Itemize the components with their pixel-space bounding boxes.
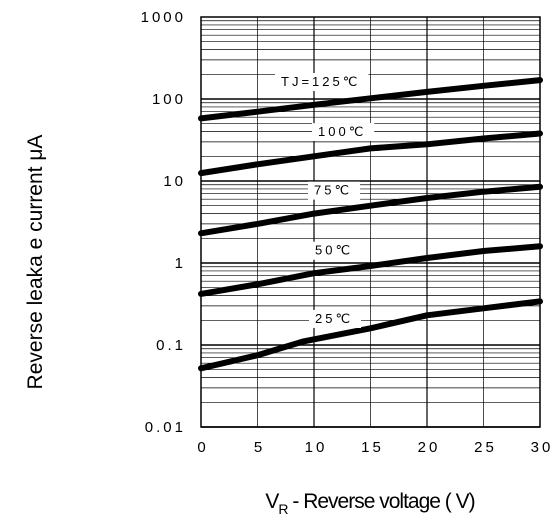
series-line — [198, 243, 543, 297]
y-tick-label: 0.1 — [156, 337, 186, 354]
curve-label-text: 100℃ — [318, 124, 366, 139]
tick-labels: 0 5 10 15 20 25 30 1000 100 10 1 0.1 0.01 — [141, 9, 550, 456]
x-tick-label: 5 — [254, 439, 265, 456]
y-tick-label: 1000 — [141, 9, 186, 26]
series-layer — [198, 77, 543, 372]
x-tick-label: 10 — [305, 439, 328, 456]
curve-label-text: TJ=125℃ — [281, 74, 360, 89]
curve-label: 100℃ — [312, 123, 375, 142]
x-tick-label: 30 — [531, 439, 550, 456]
x-tick-label: 0 — [197, 439, 208, 456]
x-tick-label: 15 — [361, 439, 384, 456]
x-tick-label: 20 — [418, 439, 441, 456]
curve-label: TJ=125℃ — [275, 73, 369, 92]
curve-label-background — [309, 309, 362, 328]
curve-label: 75℃ — [308, 181, 361, 200]
curve-label: 50℃ — [309, 241, 362, 260]
y-tick-label: 1 — [175, 255, 186, 272]
x-tick-label: 25 — [474, 439, 497, 456]
x-axis-title-sub: R — [278, 501, 288, 517]
y-axis-title: Reverse leaka e current μA — [24, 135, 47, 390]
curve-labels: TJ=125℃ 100℃ 75℃ 50℃ 25℃ — [275, 73, 375, 328]
curve-label-background — [308, 181, 361, 200]
curve-label-background — [309, 241, 362, 260]
x-axis-title-main: V — [265, 490, 279, 513]
curve-label-text: 75℃ — [314, 183, 352, 198]
y-tick-label: 0.01 — [145, 419, 186, 436]
series-line — [198, 183, 543, 237]
plot-frame — [200, 16, 541, 428]
curve-label-background — [312, 123, 375, 142]
curve-label-text: 50℃ — [315, 243, 353, 258]
x-axis-title-rest: - Reverse voltage ( V) — [288, 490, 475, 513]
curve-label: 25℃ — [309, 309, 362, 328]
y-tick-label: 10 — [163, 173, 186, 190]
curve-label-text: 25℃ — [315, 311, 353, 326]
grid — [200, 16, 541, 428]
series-line — [198, 130, 543, 177]
series-line — [198, 77, 543, 122]
series-line — [198, 298, 543, 372]
y-tick-label: 100 — [152, 91, 186, 108]
x-axis-title: VR - Reverse voltage ( V) — [265, 490, 474, 517]
curve-label-background — [275, 73, 369, 92]
